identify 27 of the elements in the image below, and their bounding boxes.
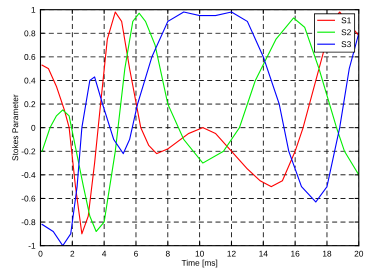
legend-label: S2 [341,29,351,36]
y-tick-label: 0 [31,124,36,131]
legend-label: S3 [341,41,351,48]
y-tick-label: -0.8 [22,219,36,226]
y-tick-label: 0.6 [24,54,36,60]
y-tick-label: 0.8 [24,30,36,36]
y-tick-label: -0.4 [22,172,36,178]
x-tick-label: 16 [291,250,300,257]
x-tick-label: 0 [38,250,42,257]
y-tick-label: 0.2 [24,101,36,108]
y-tick-label: -1 [28,242,36,249]
x-tick-label: 6 [134,250,138,257]
y-tick-label: -0.2 [22,148,36,154]
x-tick-label: 14 [259,250,268,257]
y-axis-title: Stokes Parameter [12,94,18,161]
x-tick-label: 20 [354,250,364,257]
y-tick-label: -0.6 [22,196,36,202]
x-tick-label: 8 [166,250,170,257]
y-tick-label: 0.4 [24,78,36,84]
x-tick-label: 18 [322,250,332,257]
x-tick-label: 4 [102,250,106,257]
x-axis-title: Time [ms] [182,260,218,268]
x-tick-label: 10 [196,250,204,257]
x-tick-label: 2 [70,250,74,257]
legend-label: S1 [341,17,351,24]
x-tick-label: 12 [227,250,236,257]
y-tick-label: 1 [32,6,36,13]
